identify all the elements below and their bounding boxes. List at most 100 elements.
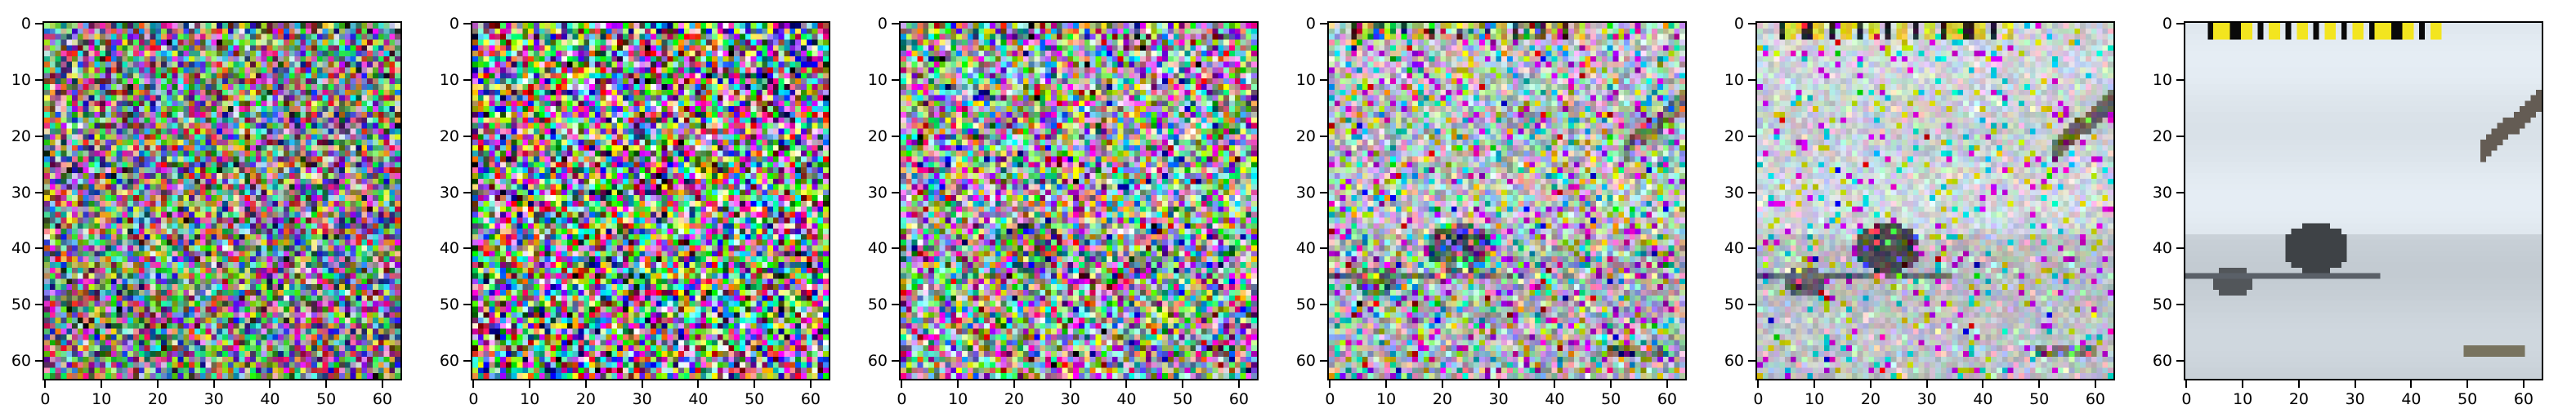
x-tick	[269, 380, 271, 388]
x-tick	[641, 380, 643, 388]
x-tick	[381, 380, 383, 388]
y-tick	[892, 247, 899, 250]
y-tick	[463, 135, 471, 137]
y-tick-label: 20	[867, 127, 888, 145]
y-tick	[2176, 359, 2184, 362]
noisy-image	[1757, 23, 2113, 379]
x-tick	[2038, 380, 2041, 388]
image-panel-3: 0 10 20 30 40 50 60 0 10 20 30 40 50 60	[856, 0, 1281, 418]
x-tick	[1554, 380, 1556, 388]
x-tick-label: 50	[316, 390, 337, 408]
x-tick-label: 30	[1060, 390, 1080, 408]
x-tick	[2466, 380, 2469, 388]
y-tick	[2176, 23, 2184, 25]
x-tick-label: 20	[1860, 390, 1881, 408]
y-tick-label: 50	[439, 296, 459, 314]
y-tick-label: 30	[1295, 183, 1316, 202]
x-tick-label: 10	[520, 390, 540, 408]
x-tick-label: 50	[1601, 390, 1621, 408]
y-tick-label: 20	[439, 127, 459, 145]
x-tick	[584, 380, 587, 388]
x-tick-label: 60	[800, 390, 821, 408]
image-panel-4: 0 10 20 30 40 50 60 0 10 20 30 40 50 60	[1285, 0, 1710, 418]
x-tick-label: 40	[260, 390, 280, 408]
y-tick	[2176, 304, 2184, 306]
x-tick	[754, 380, 756, 388]
y-tick-label: 30	[867, 183, 888, 202]
noisy-image	[1329, 23, 1685, 379]
y-tick-label: 10	[439, 71, 459, 90]
x-tick-label: 40	[1116, 390, 1137, 408]
y-tick-label: 50	[1295, 296, 1316, 314]
x-tick-label: 10	[1376, 390, 1397, 408]
x-tick	[901, 380, 903, 388]
x-tick	[529, 380, 531, 388]
y-tick-label: 30	[11, 183, 31, 202]
y-tick	[463, 359, 471, 362]
y-tick	[2176, 79, 2184, 82]
y-tick	[35, 23, 42, 25]
x-tick-label: 10	[948, 390, 968, 408]
image-panel-2: 0 10 20 30 40 50 60 0 10 20 30 40 50 60	[428, 0, 853, 418]
image-frame	[1327, 21, 1687, 380]
y-tick	[463, 304, 471, 306]
x-tick-label: 50	[1173, 390, 1193, 408]
x-tick	[44, 380, 47, 388]
x-tick	[1237, 380, 1240, 388]
y-tick	[1320, 191, 1327, 193]
y-tick-label: 40	[11, 239, 31, 258]
x-tick	[1069, 380, 1071, 388]
noisy-image	[901, 23, 1257, 379]
x-tick	[156, 380, 159, 388]
x-tick	[2242, 380, 2244, 388]
y-tick	[1320, 79, 1327, 82]
y-tick-label: 60	[1295, 351, 1316, 370]
x-tick-label: 30	[2345, 390, 2365, 408]
y-tick-label: 30	[439, 183, 459, 202]
noisy-image	[472, 23, 829, 379]
y-tick	[1320, 23, 1327, 25]
image-frame	[471, 21, 830, 380]
x-tick-label: 40	[1973, 390, 1993, 408]
x-tick	[1182, 380, 1184, 388]
x-tick-label: 0	[1753, 390, 1764, 408]
x-tick	[1497, 380, 1500, 388]
y-tick	[1748, 304, 1755, 306]
x-tick	[2094, 380, 2096, 388]
x-tick	[1813, 380, 1816, 388]
x-tick-label: 50	[2457, 390, 2478, 408]
x-tick	[1666, 380, 1668, 388]
x-tick-label: 20	[147, 390, 168, 408]
y-tick	[2176, 135, 2184, 137]
y-tick	[35, 304, 42, 306]
y-tick-label: 60	[1724, 351, 1744, 370]
y-tick	[1320, 359, 1327, 362]
y-tick	[1748, 23, 1755, 25]
x-tick	[2297, 380, 2300, 388]
x-tick	[1869, 380, 1872, 388]
x-tick	[1610, 380, 1612, 388]
x-tick-label: 60	[372, 390, 393, 408]
y-tick-label: 0	[1733, 15, 1744, 33]
y-tick	[463, 191, 471, 193]
y-tick-label: 0	[449, 15, 459, 33]
x-tick	[1441, 380, 1443, 388]
y-tick-label: 50	[11, 296, 31, 314]
x-tick-label: 30	[203, 390, 224, 408]
y-tick	[463, 79, 471, 82]
y-tick-label: 20	[1295, 127, 1316, 145]
y-tick	[1748, 191, 1755, 193]
y-tick-label: 50	[2152, 296, 2172, 314]
y-tick-label: 20	[11, 127, 31, 145]
y-tick-label: 0	[20, 15, 31, 33]
y-tick	[35, 135, 42, 137]
y-tick-label: 60	[11, 351, 31, 370]
image-panel-1: 0 10 20 30 40 50 60 0 10 20 30 40 50 60	[0, 0, 425, 418]
y-tick	[35, 247, 42, 250]
y-tick-label: 50	[1724, 296, 1744, 314]
x-tick-label: 0	[2181, 390, 2192, 408]
x-tick-label: 40	[1545, 390, 1565, 408]
y-tick-label: 0	[877, 15, 888, 33]
y-tick-label: 60	[439, 351, 459, 370]
y-tick	[1748, 79, 1755, 82]
